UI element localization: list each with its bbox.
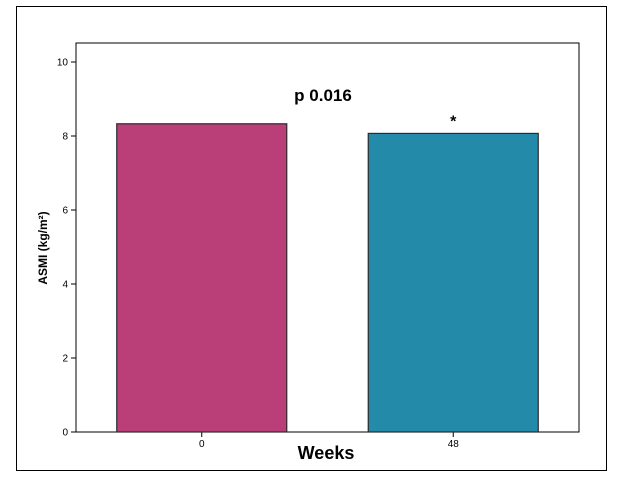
- y-axis: 0 2 4 6 8 10: [57, 58, 76, 439]
- y-tick-label: 10: [57, 58, 69, 69]
- plot-area: [75, 42, 580, 433]
- y-tick-label: 4: [62, 280, 68, 291]
- x-axis: 0 48: [199, 432, 459, 450]
- y-tick-label: 8: [62, 132, 68, 143]
- bars: *: [116, 113, 539, 433]
- p-value-annotation: p 0.016: [294, 86, 352, 105]
- bar-week-0: [116, 123, 288, 433]
- x-axis-label: Weeks: [298, 443, 355, 463]
- x-tick-label: 0: [199, 439, 205, 450]
- y-tick-label: 2: [62, 354, 68, 365]
- y-tick-label: 6: [62, 206, 68, 217]
- y-tick-label: 0: [62, 428, 68, 439]
- significance-asterisk: *: [450, 113, 457, 130]
- bar-week-48: [367, 132, 539, 433]
- y-axis-label: ASMI (kg/m²): [36, 211, 50, 284]
- x-tick-label: 48: [448, 439, 460, 450]
